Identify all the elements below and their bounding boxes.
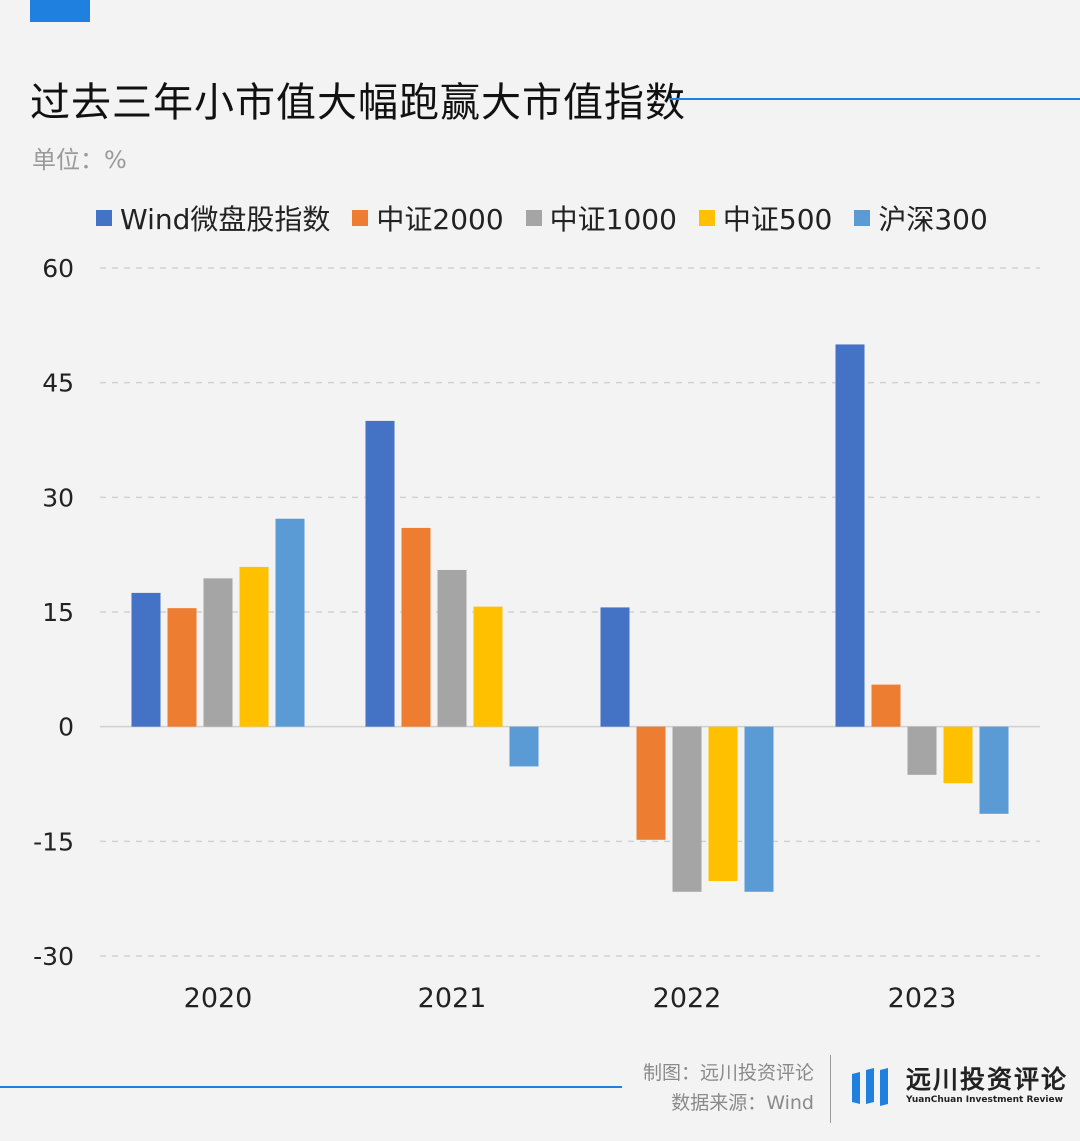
legend-swatch	[698, 210, 715, 226]
page-title: 过去三年小市值大幅跑赢大市值指数	[30, 80, 686, 126]
bar	[943, 726, 973, 784]
unit-label: 单位：%	[32, 146, 127, 174]
legend-label: Wind微盘股指数	[120, 203, 331, 236]
bar	[672, 726, 702, 892]
bar	[473, 606, 503, 727]
brand-english: YuanChuan Investment Review	[906, 1095, 1063, 1105]
bar	[907, 726, 937, 775]
bar	[600, 607, 630, 727]
bar	[708, 726, 738, 882]
legend-item-csi500: 中证500	[698, 198, 833, 238]
credit-author: 制图：远川投资评论	[642, 1062, 814, 1084]
legend-item-wind: Wind微盘股指数	[96, 198, 330, 238]
x-tick-label: 2023	[888, 983, 957, 1014]
legend-label: 中证2000	[376, 203, 504, 236]
y-tick-label: 30	[42, 483, 74, 512]
y-tick-label: 15	[42, 598, 74, 627]
legend-swatch	[96, 210, 112, 226]
bar	[437, 569, 467, 727]
legend-item-csi300: 沪深300	[854, 198, 988, 238]
footer-rule	[0, 1086, 622, 1088]
bar	[131, 592, 161, 727]
footer-divider	[830, 1055, 831, 1123]
bar	[835, 344, 865, 727]
y-tick-label: -15	[33, 827, 74, 856]
bar	[871, 684, 901, 727]
bar-chart: 60 45 30 15 0 -15 -30 2020 2021 2022 2023	[33, 254, 1040, 1014]
bar	[239, 566, 269, 727]
bars-logo-icon	[852, 1068, 888, 1106]
title-rule	[670, 98, 1080, 100]
y-tick-label: -30	[33, 942, 74, 971]
bar	[744, 726, 774, 892]
credits: 制图：远川投资评论 数据来源：Wind	[643, 1058, 814, 1118]
legend-label: 沪深300	[878, 203, 988, 236]
x-tick-label: 2021	[418, 983, 487, 1014]
legend-item-csi1000: 中证1000	[525, 198, 677, 238]
bar	[401, 527, 431, 727]
x-tick-label: 2022	[653, 983, 722, 1014]
bar	[636, 726, 666, 840]
legend-swatch	[525, 210, 542, 226]
legend-label: 中证500	[722, 203, 833, 236]
brand-name: 远川投资评论	[906, 1065, 1069, 1094]
x-tick-label: 2020	[184, 983, 253, 1014]
y-tick-label: 45	[42, 369, 74, 398]
bar	[509, 726, 539, 767]
accent-block	[30, 0, 90, 22]
bar	[979, 726, 1009, 814]
legend-swatch	[352, 210, 369, 226]
legend-item-csi2000: 中证2000	[352, 198, 504, 238]
bar	[365, 420, 395, 727]
chart-legend: Wind微盘股指数 中证2000 中证1000 中证500 沪深300	[96, 198, 1010, 238]
y-tick-label: 60	[42, 254, 74, 283]
legend-label: 中证1000	[549, 203, 677, 236]
credit-source: 数据来源：Wind	[671, 1092, 814, 1114]
y-tick-label: 0	[58, 713, 74, 742]
legend-swatch	[854, 210, 871, 226]
bar	[203, 578, 233, 727]
brand-logo: 远川投资评论 YuanChuan Investment Review	[852, 1066, 1068, 1106]
bar	[167, 608, 197, 727]
bar	[275, 518, 305, 727]
